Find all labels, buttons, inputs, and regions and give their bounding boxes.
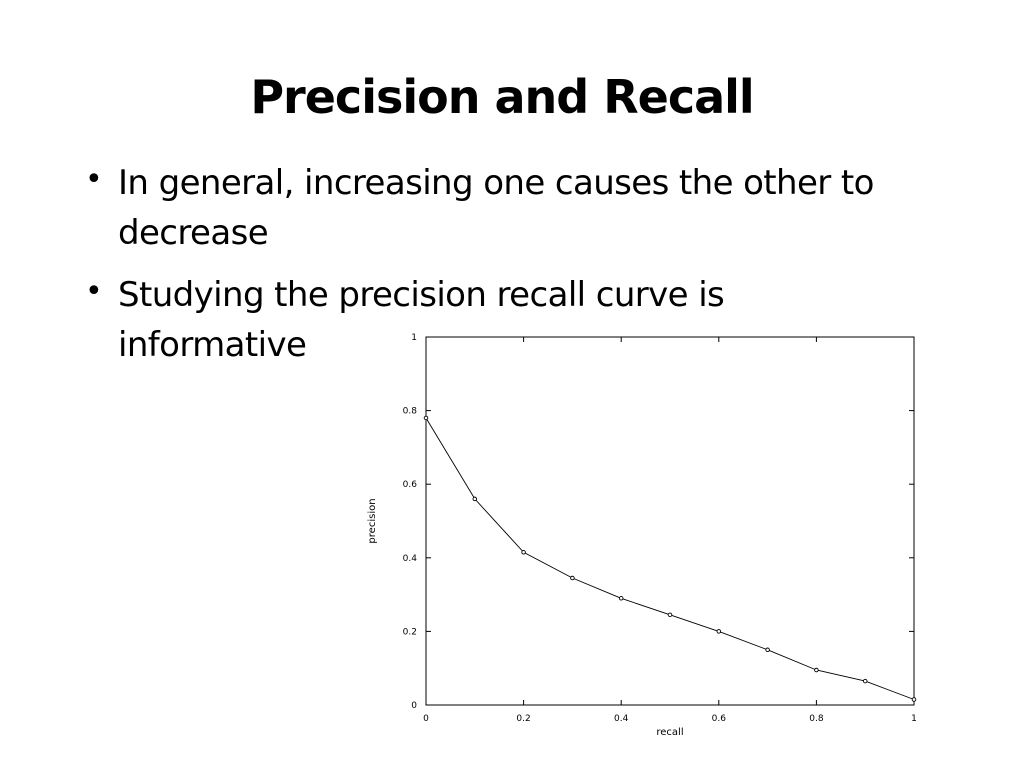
data-point (765, 647, 770, 653)
data-point (667, 612, 673, 618)
data-point (570, 575, 575, 581)
y-tick-label: 1 (411, 333, 417, 343)
data-point (423, 415, 429, 421)
bullet-dot-icon: • (85, 274, 103, 309)
bullet-text: In general, increasing one causes the ot… (118, 163, 874, 253)
x-tick-label: 0 (423, 714, 429, 724)
y-tick-label: 0 (411, 701, 417, 711)
bullet-item: • Studying the precision recall curve is… (80, 270, 980, 370)
x-tick-label: 0.8 (809, 714, 824, 724)
bullet-dot-icon: • (85, 162, 103, 197)
bullet-list: • In general, increasing one causes the … (80, 158, 980, 382)
data-point (618, 596, 624, 601)
bullet-item: • In general, increasing one causes the … (80, 158, 980, 258)
plot-frame (425, 336, 915, 706)
y-tick-label: 0.4 (403, 554, 418, 564)
x-tick-label: 0.6 (712, 714, 727, 724)
y-axis-label: precision (367, 498, 378, 543)
y-tick-label: 0.8 (403, 407, 418, 417)
data-point (911, 697, 917, 702)
y-tick-label: 0.6 (403, 480, 418, 490)
data-point (814, 667, 819, 673)
series-line (425, 417, 915, 700)
data-point (862, 678, 868, 684)
data-point (521, 550, 526, 555)
bullet-text: Studying the precision recall curve is i… (118, 275, 725, 365)
x-axis-label: recall (656, 727, 683, 738)
x-tick-label: 0.2 (516, 714, 530, 724)
x-tick-label: 1 (911, 714, 917, 724)
precision-recall-chart: 0 0.2 0.4 0.6 0.8 1 0 0.2 0.4 0.6 0.8 1 recall precis… (367, 333, 917, 738)
y-tick-label: 0.2 (403, 627, 417, 637)
data-point (716, 629, 722, 634)
x-tick-label: 0.4 (614, 714, 629, 724)
slide-title: Precision and Recall (250, 70, 754, 124)
data-point (472, 496, 478, 502)
